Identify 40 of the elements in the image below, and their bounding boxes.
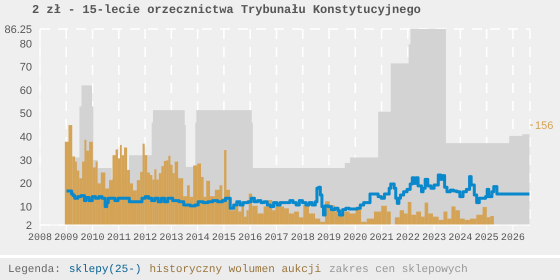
x-tick-label: 2010 (80, 233, 105, 244)
legend-title: Legenda: (8, 264, 61, 276)
y-tick-label: 50 (20, 108, 32, 120)
y-tick-label: 20 (20, 178, 32, 190)
text: zakres cen sklepowych (329, 264, 468, 276)
x-tick-label: 2012 (133, 233, 158, 244)
y-tick-label: 86.25 (4, 24, 32, 36)
x-tick-label: 2025 (474, 233, 499, 244)
x-tick-label: 2024 (448, 233, 472, 244)
text: sklepy(25-) (68, 264, 142, 276)
y-tick-label: 10 (20, 201, 32, 214)
x-tick-label: 2011 (106, 233, 131, 244)
x-tick-label: 2008 (28, 233, 52, 244)
bar (89, 142, 93, 225)
bar (490, 216, 494, 225)
y-tick-label: 80 (20, 38, 32, 50)
bar (193, 165, 198, 225)
x-tick-label: 2009 (54, 233, 78, 244)
y-tick-label: 40 (20, 132, 32, 144)
x-tick-label: 2020 (343, 233, 368, 244)
bar (124, 147, 128, 225)
y-tick-label: 2 (26, 220, 32, 232)
x-tick-label: 2026 (500, 233, 525, 244)
x-tick-label: 2022 (396, 233, 420, 244)
x-tick-label: 2019 (317, 233, 342, 244)
bar (187, 185, 190, 225)
y2-tick-label: 156 (535, 120, 554, 132)
x-tick-label: 2018 (290, 233, 315, 244)
x-tick-label: 2013 (159, 233, 184, 244)
y-tick-label: 30 (20, 154, 32, 167)
x-tick-label: 2023 (422, 233, 446, 244)
x-tick-label: 2014 (186, 233, 210, 244)
x-tick-label: 2016 (238, 233, 262, 244)
y-tick-label: 60 (20, 84, 32, 97)
x-tick-label: 2015 (212, 233, 236, 244)
x-tick-label: 2017 (264, 233, 288, 244)
chart-title: 2 zł - 15-lecie orzecznictwa Trybunału Konstytucyjnego (32, 3, 421, 17)
x-tick-label: 2021 (370, 233, 394, 244)
text: historyczny wolumen aukcji (149, 264, 322, 276)
y-tick-label: 70 (20, 62, 32, 74)
